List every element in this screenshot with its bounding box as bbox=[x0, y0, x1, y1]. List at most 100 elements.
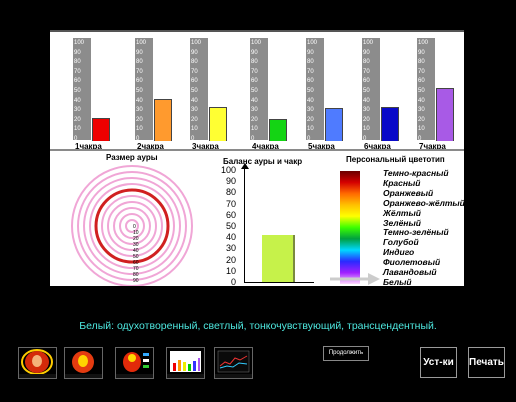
thumb-aura[interactable] bbox=[64, 347, 103, 379]
color-list: Темно-красный Красный Оранжевый Оранжево-жё… bbox=[383, 168, 465, 288]
chakra-column: 100 90 80 70 60 50 40 30 20 10 0 bbox=[417, 38, 454, 147]
color-spectrum bbox=[340, 171, 360, 284]
chakra-tick: 30 bbox=[251, 107, 258, 114]
color-type-item: Красный bbox=[383, 177, 421, 188]
chakra-tick: 20 bbox=[363, 116, 370, 123]
chakra-bar bbox=[381, 107, 399, 141]
thumb-graph[interactable] bbox=[214, 347, 253, 379]
aura-head-icon bbox=[72, 351, 94, 373]
chakra-tick: 10 bbox=[74, 126, 81, 133]
chakra-tick: 50 bbox=[363, 88, 370, 94]
chakra-tick: 40 bbox=[307, 97, 314, 104]
thumb-chakra-chart[interactable] bbox=[166, 347, 205, 379]
chakra-tick: 80 bbox=[136, 59, 143, 66]
color-type-item: Темно-красный bbox=[383, 168, 449, 178]
color-type-item: Голубой bbox=[383, 237, 419, 248]
aura-scale-tick: 60 bbox=[133, 260, 139, 266]
color-type-item: Белый bbox=[383, 276, 412, 287]
chakra-tick: 60 bbox=[363, 78, 370, 85]
thumb-status bbox=[65, 374, 102, 378]
aura-ring bbox=[101, 195, 163, 257]
chakra-tick: 30 bbox=[363, 107, 370, 114]
chakra-tick: 60 bbox=[251, 78, 258, 85]
chakra-tick: 20 bbox=[418, 116, 425, 123]
continue-button[interactable]: Продолжить bbox=[323, 346, 369, 361]
chakra-bar bbox=[325, 108, 343, 141]
chakra-tick: 80 bbox=[74, 59, 81, 66]
chakra-tick: 20 bbox=[136, 116, 143, 123]
chakra-tick: 30 bbox=[191, 107, 198, 114]
thumb-photo[interactable] bbox=[18, 347, 57, 379]
chakra-tick: 40 bbox=[251, 97, 258, 104]
chakra-tick: 50 bbox=[136, 88, 143, 94]
aura-ring bbox=[119, 213, 145, 239]
chakra-tick: 90 bbox=[418, 49, 425, 56]
portrait-icon bbox=[21, 349, 53, 375]
chakra-tick: 10 bbox=[136, 126, 143, 133]
chakra-tick: 90 bbox=[251, 49, 258, 56]
balance-tick: 90 bbox=[225, 176, 236, 187]
chakra-figure-icon bbox=[123, 352, 149, 372]
chakra-tick: 100 bbox=[74, 40, 85, 46]
chakra-tick: 50 bbox=[307, 88, 314, 94]
bar-chart-icon bbox=[170, 351, 201, 372]
chakra-tick: 40 bbox=[74, 97, 81, 104]
aura-scale-tick: 70 bbox=[133, 266, 139, 272]
results-panel: 100 90 80 70 60 50 40 30 20 10 0 1чакра 100 90 80 70 60 5… bbox=[50, 30, 465, 288]
chakra-tick: 40 bbox=[191, 97, 198, 104]
chakra-bar bbox=[269, 118, 287, 141]
thumb-chakra-photo[interactable] bbox=[115, 347, 154, 379]
chakra-tick: 90 bbox=[136, 49, 143, 56]
chakra-label: 5чакра bbox=[308, 142, 335, 151]
aura-scale-tick: 80 bbox=[133, 272, 139, 278]
chakra-tick: 80 bbox=[191, 59, 198, 66]
chakra-tick: 10 bbox=[191, 126, 198, 133]
chakra-tick: 10 bbox=[307, 126, 314, 133]
aura-ring bbox=[89, 183, 175, 269]
print-button[interactable]: Печать bbox=[468, 347, 505, 378]
chakra-tick: 50 bbox=[74, 88, 81, 94]
chakra-tick: 60 bbox=[307, 78, 314, 85]
thumb-status bbox=[19, 374, 56, 378]
chakra-tick: 60 bbox=[191, 78, 198, 85]
chakra-tick: 80 bbox=[363, 59, 370, 66]
chakra-bar bbox=[209, 107, 227, 141]
chakra-bar bbox=[92, 117, 110, 141]
chakra-scale: 100 90 80 70 60 50 40 30 20 10 0 bbox=[73, 38, 91, 142]
balance-tick: 70 bbox=[225, 198, 236, 209]
color-type-item: Фиолетовый bbox=[383, 257, 441, 268]
chakra-label: 2чакра bbox=[137, 142, 164, 151]
chakra-tick: 70 bbox=[363, 68, 370, 75]
balance-tick: 50 bbox=[225, 221, 236, 231]
color-type-item: Темно-зелёный bbox=[383, 227, 449, 238]
thumb-status bbox=[167, 374, 204, 378]
chakra-tick: 90 bbox=[363, 49, 370, 56]
chakra-bar bbox=[154, 99, 172, 141]
balance-x-axis bbox=[244, 282, 314, 283]
chakra-tick: 40 bbox=[418, 97, 425, 104]
chakra-tick: 0 bbox=[74, 136, 78, 142]
chakra-tick: 0 bbox=[307, 136, 311, 142]
balance-tick: 30 bbox=[225, 243, 236, 254]
chakra-scale: 100 90 80 70 60 50 40 30 20 10 0 bbox=[135, 38, 153, 142]
aura-ring bbox=[83, 177, 181, 275]
chakra-tick: 90 bbox=[191, 49, 198, 56]
chakra-tick: 20 bbox=[191, 116, 198, 123]
chakra-tick: 20 bbox=[251, 116, 258, 123]
chakra-label: 4чакра bbox=[252, 142, 279, 151]
chakra-tick: 0 bbox=[136, 136, 140, 142]
chakra-tick: 80 bbox=[251, 59, 258, 66]
chakra-tick: 70 bbox=[74, 68, 81, 75]
aura-scale-tick: 30 bbox=[133, 242, 139, 248]
chakra-tick: 50 bbox=[251, 88, 258, 94]
balance-tick: 60 bbox=[225, 209, 236, 220]
chakra-tick: 100 bbox=[251, 40, 262, 46]
chakra-tick: 50 bbox=[191, 88, 198, 94]
chakra-label: 1чакра bbox=[75, 142, 102, 151]
aura-scale-tick: 0 bbox=[133, 224, 136, 230]
settings-button[interactable]: Уст-ки bbox=[420, 347, 457, 378]
chakra-tick: 30 bbox=[136, 107, 143, 114]
chakra-column: 100 90 80 70 60 50 40 30 20 10 0 bbox=[306, 38, 343, 147]
chakra-tick: 10 bbox=[251, 126, 258, 133]
